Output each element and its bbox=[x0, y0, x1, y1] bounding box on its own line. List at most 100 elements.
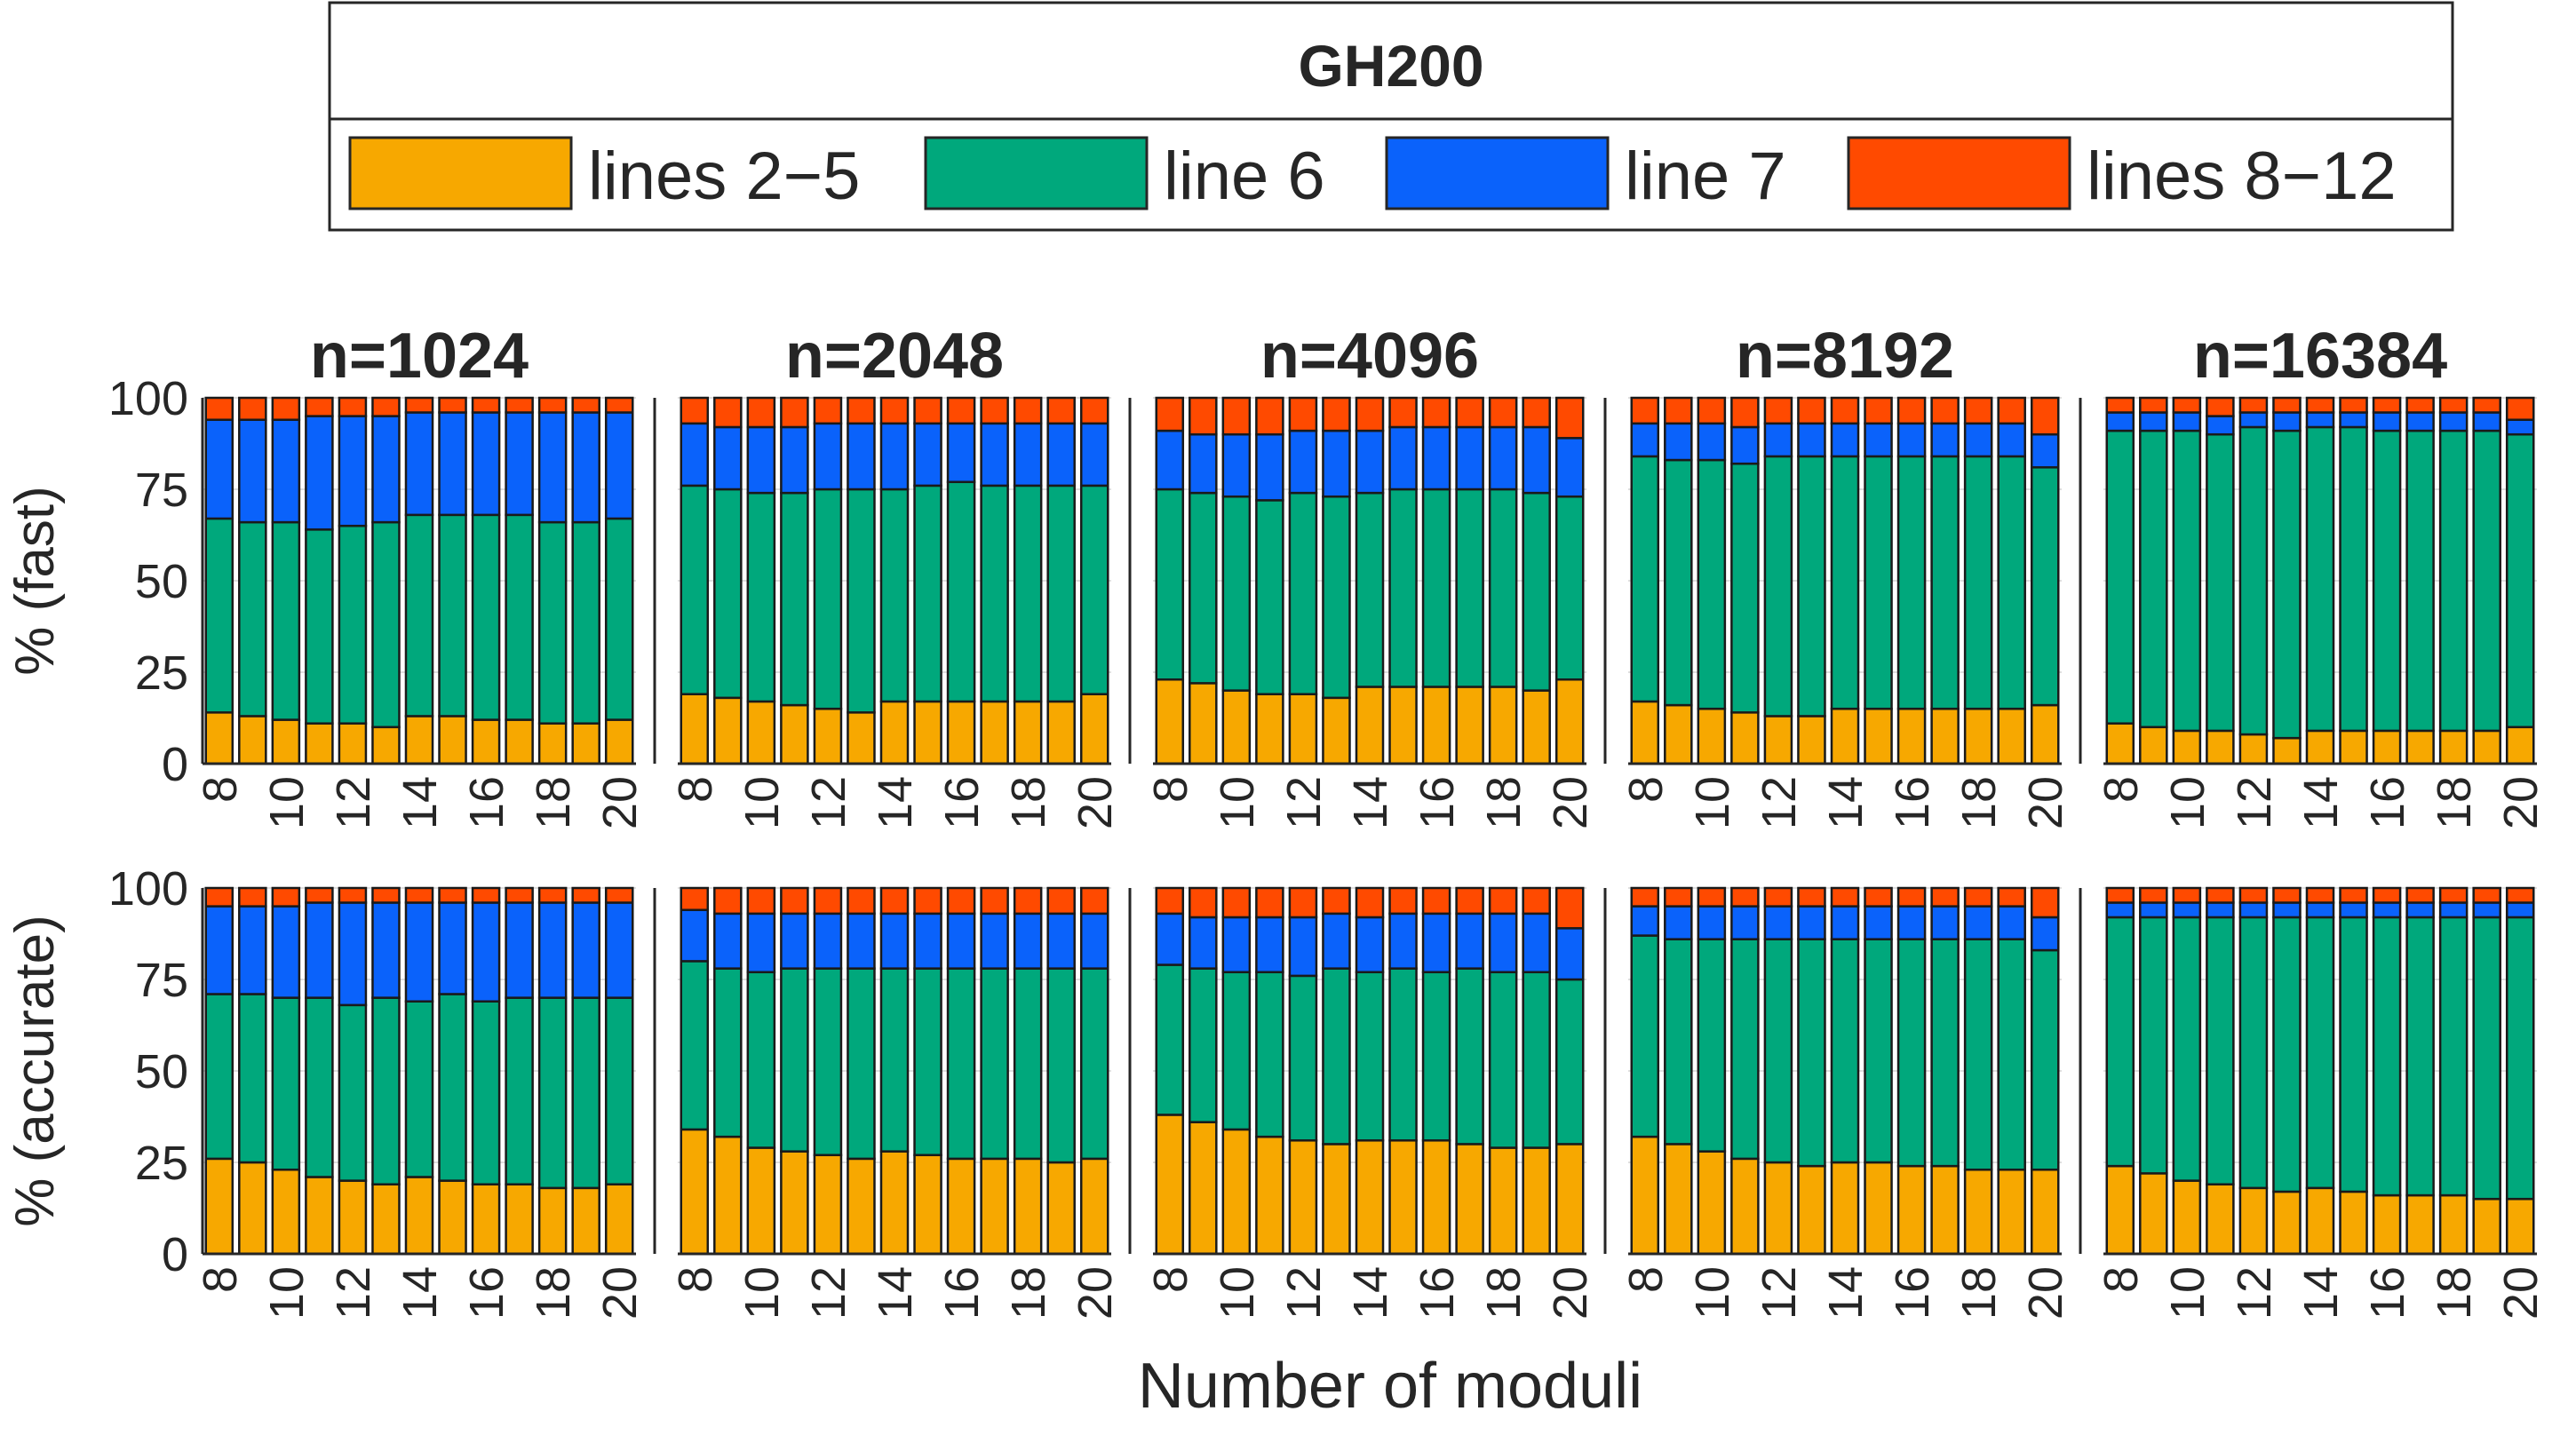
bar-segment bbox=[2305, 901, 2335, 919]
x-tick-label: 18 bbox=[1477, 1266, 1530, 1320]
bar-segment bbox=[2405, 396, 2435, 414]
bar-segment bbox=[238, 520, 267, 718]
bar-segment bbox=[1189, 491, 1218, 685]
legend-label: line 7 bbox=[1625, 139, 1786, 214]
bar-segment bbox=[1189, 886, 1218, 919]
x-tick-label: 16 bbox=[460, 1266, 513, 1320]
bar-segment bbox=[1488, 396, 1518, 429]
bar-segment bbox=[713, 886, 743, 916]
bar-segment bbox=[2405, 916, 2435, 1197]
bar-segment bbox=[271, 905, 301, 999]
bar-segment bbox=[1896, 905, 1927, 940]
bar-segment bbox=[338, 415, 368, 527]
bar-segment bbox=[2206, 415, 2235, 436]
bar-segment bbox=[371, 396, 401, 417]
bar-segment bbox=[847, 1157, 876, 1256]
bar-segment bbox=[1664, 422, 1693, 462]
bar-segment bbox=[2438, 411, 2469, 432]
bar-segment bbox=[604, 901, 634, 999]
bar-segment bbox=[1455, 967, 1484, 1146]
bar-segment bbox=[2405, 1193, 2435, 1256]
bar-segment bbox=[746, 396, 776, 429]
bar-segment bbox=[1963, 938, 1993, 1171]
bar-segment bbox=[2172, 396, 2202, 414]
bar-segment bbox=[1221, 689, 1252, 765]
bar-segment bbox=[1630, 455, 1660, 703]
bar-segment bbox=[680, 422, 710, 488]
bar-segment bbox=[1355, 916, 1385, 974]
bar-segment bbox=[2372, 729, 2402, 765]
bar-segment bbox=[847, 396, 876, 425]
bar-segment bbox=[1355, 491, 1385, 688]
bar-segment bbox=[1730, 886, 1760, 908]
chart-title: GH200 bbox=[1298, 33, 1483, 99]
x-tick-label: 12 bbox=[802, 776, 855, 829]
bar-segment bbox=[980, 422, 1009, 488]
x-tick-label: 12 bbox=[1753, 1266, 1806, 1320]
bar-segment bbox=[2438, 901, 2469, 919]
bar-segment bbox=[1554, 978, 1585, 1146]
bar-segment bbox=[338, 396, 368, 417]
bar-segment bbox=[813, 488, 843, 710]
bar-segment bbox=[338, 524, 368, 725]
bar-segment bbox=[2405, 886, 2435, 904]
x-tick-label: 14 bbox=[1819, 1266, 1872, 1320]
bar-segment bbox=[2438, 729, 2469, 765]
x-tick-label: 16 bbox=[935, 1266, 989, 1320]
bar-segment bbox=[1930, 905, 1960, 940]
bar-segment bbox=[780, 912, 809, 970]
bar-segment bbox=[2272, 901, 2302, 919]
bar-segment bbox=[2305, 886, 2335, 904]
bar-segment bbox=[2472, 429, 2501, 733]
bar-segment bbox=[1455, 1143, 1484, 1256]
y-tick-label: 25 bbox=[135, 646, 188, 700]
bar-segment bbox=[1322, 912, 1351, 970]
bar-segment bbox=[1255, 886, 1284, 919]
panel: 8 10 12 14 16 18 20 bbox=[1603, 886, 2072, 1320]
bar-segment bbox=[404, 1000, 434, 1178]
bar-segment bbox=[1522, 1146, 1551, 1256]
bar-segment bbox=[1522, 971, 1551, 1149]
bar-segment bbox=[2339, 729, 2368, 765]
bar-segment bbox=[204, 517, 235, 714]
bar-segment bbox=[1830, 886, 1860, 908]
bar-segment bbox=[505, 886, 534, 904]
bar-segment bbox=[1554, 927, 1585, 981]
bar-segment bbox=[1664, 703, 1693, 765]
bar-segment bbox=[204, 711, 235, 765]
bar-segment bbox=[1763, 1161, 1793, 1256]
bar-segment bbox=[1630, 396, 1660, 425]
bar-segment bbox=[238, 715, 267, 765]
bar-segment bbox=[980, 396, 1009, 425]
bar-segment bbox=[1797, 938, 1826, 1168]
panel: 8 10 12 14 16 18 20 n=4096 bbox=[1128, 321, 1597, 829]
bar-segment bbox=[1697, 396, 1727, 425]
bar-segment bbox=[305, 1176, 334, 1256]
bar-segment bbox=[1455, 488, 1484, 688]
bar-segment bbox=[2472, 916, 2501, 1201]
bar-segment bbox=[1488, 971, 1518, 1149]
bar-segment bbox=[1189, 396, 1218, 436]
bar-segment bbox=[680, 693, 710, 765]
bar-segment bbox=[604, 517, 634, 721]
panel: 0 25 50 75 100 8 10 12 14 16 18 20 bbox=[108, 862, 647, 1320]
bar-segment bbox=[2372, 886, 2402, 904]
bar-segment bbox=[2238, 901, 2269, 919]
bar-segment bbox=[1388, 425, 1418, 491]
bar-segment bbox=[946, 396, 976, 425]
panel: 0 25 50 75 100 8 10 12 14 16 18 20 n=1024 bbox=[108, 321, 647, 829]
bar-segment bbox=[1664, 905, 1693, 940]
bar-segment bbox=[1421, 488, 1451, 688]
bar-segment bbox=[1013, 912, 1043, 970]
bar-segment bbox=[438, 396, 467, 414]
bar-segment bbox=[1797, 1164, 1826, 1256]
bar-segment bbox=[879, 396, 910, 425]
bar-segment bbox=[438, 411, 467, 517]
bar-segment bbox=[404, 886, 434, 904]
bar-segment bbox=[2505, 901, 2535, 919]
bar-segment bbox=[1221, 916, 1252, 974]
bar-segment bbox=[2505, 418, 2535, 436]
bar-segment bbox=[2272, 916, 2302, 1193]
bar-segment bbox=[1554, 495, 1585, 681]
x-tick-label: 18 bbox=[1477, 776, 1530, 829]
